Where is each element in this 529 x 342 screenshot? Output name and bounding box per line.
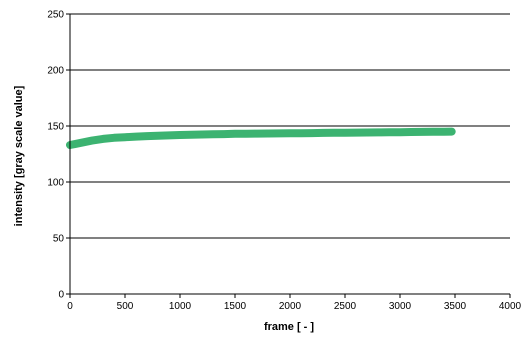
axes [66, 13, 511, 298]
xtick-label-0: 0 [67, 301, 73, 312]
grid-lines [70, 13, 510, 239]
data-point [265, 131, 271, 136]
data-point [89, 138, 95, 143]
data-point [441, 129, 447, 134]
data-point [375, 130, 381, 135]
xtick-label-4000: 4000 [499, 301, 522, 312]
data-point [449, 129, 454, 134]
data-point [287, 131, 293, 136]
data-series [66, 127, 456, 149]
data-point [243, 131, 249, 136]
data-point [397, 130, 403, 135]
data-point [408, 129, 414, 135]
data-point [232, 131, 238, 136]
xtick-label-3500: 3500 [444, 301, 467, 312]
data-point [177, 132, 183, 138]
xtick-label-500: 500 [117, 301, 134, 312]
data-point [331, 130, 337, 135]
ytick-label-0: 0 [58, 290, 64, 301]
ytick-label-200: 200 [47, 66, 64, 77]
data-point [221, 131, 227, 137]
xtick-label-1500: 1500 [224, 301, 247, 312]
data-point [419, 129, 425, 135]
data-point [78, 140, 84, 145]
xtick-label-3000: 3000 [389, 301, 412, 312]
ytick-label-150: 150 [47, 122, 64, 133]
data-point [320, 130, 326, 136]
xtick-label-1000: 1000 [169, 301, 192, 312]
data-point [188, 132, 194, 137]
data-point [298, 131, 304, 136]
ytick-label-250: 250 [47, 10, 64, 21]
data-point [254, 131, 260, 136]
data-point [309, 130, 315, 136]
xtick-label-2500: 2500 [334, 301, 357, 312]
data-point [100, 136, 106, 142]
data-point [73, 141, 78, 147]
data-point [364, 130, 370, 135]
data-point [430, 129, 436, 134]
xtick-label-2000: 2000 [279, 301, 302, 312]
data-point [342, 130, 348, 135]
data-point [122, 135, 128, 140]
data-point [199, 132, 205, 137]
data-point [353, 130, 359, 135]
x-axis-title: frame [ - ] [264, 321, 314, 333]
data-point [166, 133, 172, 138]
ytick-label-50: 50 [53, 234, 65, 245]
ytick-label-100: 100 [47, 178, 64, 189]
data-point [111, 135, 117, 140]
y-axis-title: intensity [gray scale value] [13, 85, 25, 226]
data-point [84, 139, 89, 144]
series-0-band [66, 127, 456, 149]
data-point [210, 132, 216, 137]
data-point [276, 131, 282, 136]
data-point [144, 133, 150, 139]
data-point [155, 133, 161, 138]
data-point [386, 130, 392, 135]
data-point [133, 134, 139, 139]
